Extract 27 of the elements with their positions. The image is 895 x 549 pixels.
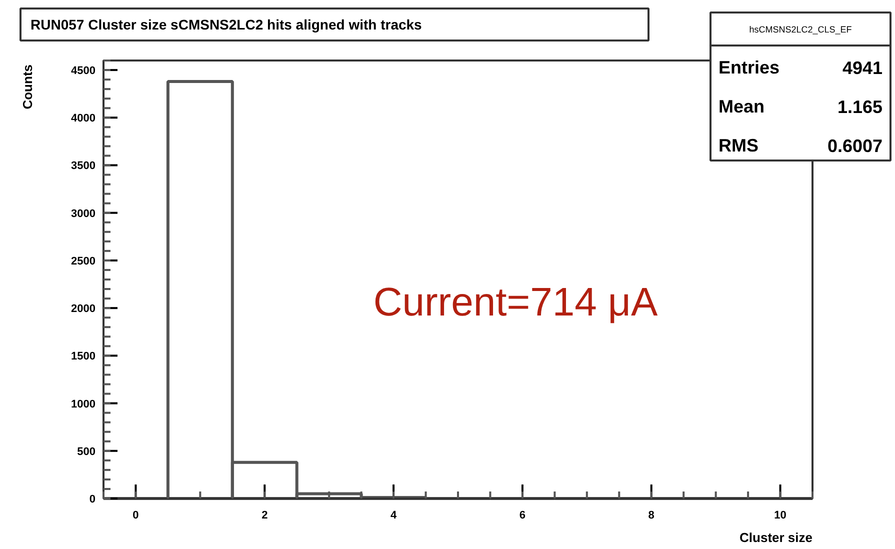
text: 1.165 <box>837 97 883 117</box>
y-tick-label: 0 <box>89 494 96 506</box>
y-tick-label: 1000 <box>71 398 96 410</box>
x-axis-title: Cluster size <box>740 530 813 545</box>
x-tick-label: 4 <box>390 510 398 522</box>
y-tick-label: 4000 <box>71 112 96 125</box>
y-tick-label: 1500 <box>71 350 96 363</box>
y-tick-label: 3500 <box>71 160 96 172</box>
y-tick-label: 500 <box>77 446 96 458</box>
y-tick-label: 4500 <box>71 65 96 78</box>
annotation: Current=714 μA <box>373 280 658 324</box>
annotation: RMS <box>718 136 758 156</box>
text: 4941 <box>842 58 883 78</box>
annotation: Entries <box>718 58 780 78</box>
x-tick-label: 10 <box>774 510 786 522</box>
text: hsCMSNS2LC2_CLS_EF <box>749 24 852 34</box>
x-tick-label: 6 <box>519 510 526 522</box>
x-tick-label: 2 <box>262 510 268 522</box>
x-tick-label: 8 <box>648 510 654 522</box>
x-tick-label: 0 <box>132 510 139 522</box>
y-axis-title: Counts <box>20 64 35 110</box>
annotation: Mean <box>718 96 765 116</box>
y-tick-label: 2500 <box>71 255 96 268</box>
y-tick-label: 3000 <box>71 208 96 220</box>
chart-title: RUN057 Cluster size sCMSNS2LC2 hits aligned with tracks <box>30 16 422 32</box>
y-tick-label: 2000 <box>71 303 96 316</box>
text: 0.6007 <box>827 136 883 156</box>
